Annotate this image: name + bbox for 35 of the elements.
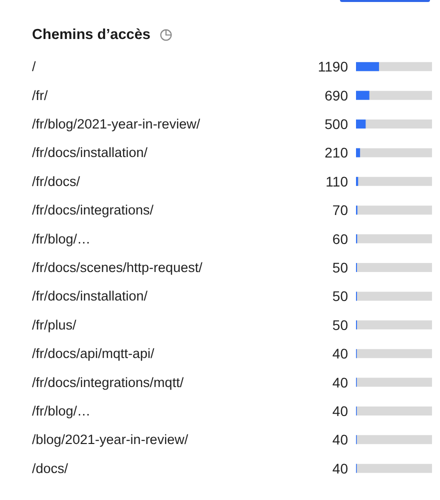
text: Chemins d’accès <box>32 27 150 43</box>
data-label: 50 <box>332 316 348 333</box>
y-tick-label: /fr/docs/scenes/http-request/ <box>32 260 203 275</box>
y-tick-label: / <box>32 59 36 74</box>
y-tick-label: /fr/blog/… <box>32 403 91 418</box>
y-tick-label: /fr/docs/integrations/mqtt/ <box>32 374 184 390</box>
data-label: 40 <box>332 402 348 419</box>
y-tick-label: /fr/blog/… <box>32 231 91 246</box>
data-label: 690 <box>324 87 348 104</box>
data-label: 40 <box>332 374 348 390</box>
bar <box>356 120 366 129</box>
y-tick-label: /docs/ <box>32 460 68 476</box>
data-label: 70 <box>332 202 348 218</box>
y-tick-label: /fr/blog/2021-year-in-review/ <box>32 116 200 132</box>
data-label: 40 <box>332 460 348 476</box>
data-label: 500 <box>324 116 348 132</box>
data-label: 40 <box>332 346 348 362</box>
y-tick-label: /fr/plus/ <box>32 317 77 332</box>
bar <box>356 62 380 72</box>
data-label: 1190 <box>318 58 348 75</box>
data-label: 110 <box>326 173 348 190</box>
data-label: 60 <box>332 230 348 247</box>
y-tick-label: /fr/docs/installation/ <box>32 288 148 304</box>
y-tick-label: /fr/docs/integrations/ <box>32 202 154 218</box>
y-tick-label: /fr/docs/installation/ <box>32 145 148 160</box>
data-label: 40 <box>332 432 348 448</box>
y-tick-label: /fr/docs/ <box>32 174 80 189</box>
y-tick-label: /fr/ <box>32 88 48 103</box>
y-tick-label: /blog/2021-year-in-review/ <box>32 432 188 448</box>
data-label: 50 <box>332 288 348 304</box>
data-label: 50 <box>332 260 348 276</box>
data-label: 210 <box>324 144 348 161</box>
bar <box>356 148 360 158</box>
y-tick-label: /fr/docs/api/mqtt-api/ <box>32 346 155 362</box>
bar <box>356 90 370 100</box>
